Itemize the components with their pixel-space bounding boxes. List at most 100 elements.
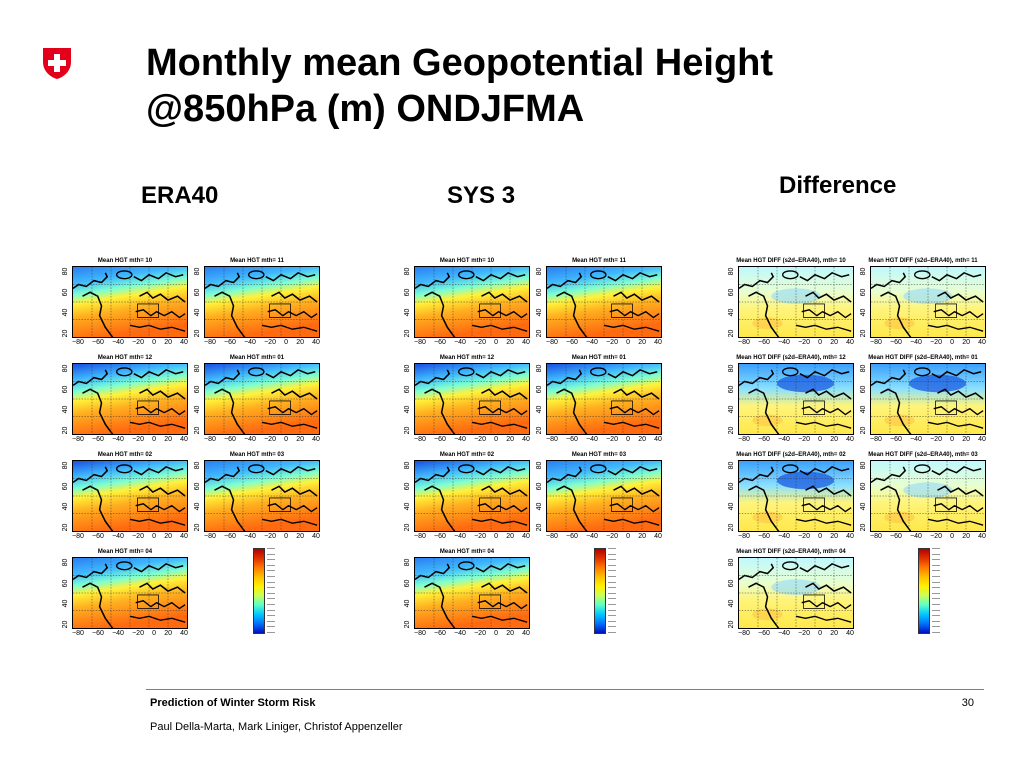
y-axis-ticks: 20 40 60 80 — [402, 557, 413, 629]
x-axis-ticks: −80 −60 −40 −20 0 20 40 — [738, 629, 854, 639]
x-tick-label: −60 — [434, 436, 446, 443]
x-tick-label: −20 — [606, 436, 618, 443]
x-tick-label: 20 — [506, 630, 514, 637]
y-tick-label: 40 — [404, 308, 411, 317]
y-axis-ticks: 20 40 60 80 — [60, 557, 71, 629]
y-tick-label: 60 — [404, 385, 411, 394]
x-tick-label: −20 — [606, 533, 618, 540]
x-axis-ticks: −80 −60 −40 −20 0 20 40 — [546, 338, 662, 348]
x-tick-label: −60 — [890, 436, 902, 443]
x-tick-label: 40 — [654, 533, 662, 540]
y-tick-label: 80 — [860, 461, 867, 470]
x-tick-label: 0 — [626, 436, 631, 443]
x-tick-label: 20 — [296, 533, 304, 540]
map-plot — [414, 266, 530, 338]
x-tick-label: −40 — [778, 339, 790, 346]
map-plot — [738, 266, 854, 338]
x-tick-label: 20 — [164, 630, 172, 637]
x-tick-label: 40 — [522, 630, 530, 637]
map-panel-title: Mean HGT mth= 11 — [230, 258, 284, 264]
y-tick-label: 20 — [728, 426, 735, 435]
x-tick-label: 0 — [494, 630, 499, 637]
x-tick-label: −80 — [738, 436, 750, 443]
y-axis-ticks: 20 40 60 80 — [60, 266, 71, 338]
y-axis-ticks: 20 40 60 80 — [192, 266, 203, 338]
x-tick-label: 20 — [164, 436, 172, 443]
map-plot — [738, 460, 854, 532]
y-axis-ticks: 20 40 60 80 — [60, 460, 71, 532]
y-tick-label: 80 — [404, 364, 411, 373]
column-label-sys3: SYS 3 — [447, 182, 516, 209]
x-tick-label: 0 — [950, 436, 955, 443]
y-axis-ticks: 20 40 60 80 — [858, 266, 869, 338]
map-panel-title: Mean HGT mth= 01 — [229, 355, 285, 361]
x-tick-label: 0 — [284, 339, 289, 346]
x-tick-label: −40 — [112, 436, 124, 443]
x-tick-label: 0 — [152, 533, 157, 540]
x-tick-label: −80 — [414, 436, 426, 443]
map-plot — [72, 266, 188, 338]
y-tick-label: 80 — [62, 364, 69, 373]
x-tick-label: −40 — [586, 436, 598, 443]
y-axis-ticks: 20 40 60 80 — [534, 460, 545, 532]
x-tick-label: 0 — [950, 339, 955, 346]
map-panel-title: Mean HGT mth= 10 — [97, 258, 153, 264]
x-tick-label: 0 — [152, 630, 157, 637]
map-panel-title: Mean HGT mth= 02 — [97, 452, 153, 458]
x-tick-label: −20 — [474, 533, 486, 540]
page-number: 30 — [961, 697, 974, 709]
x-tick-label: −20 — [930, 436, 942, 443]
x-tick-label: 40 — [978, 436, 986, 443]
x-tick-label: 20 — [962, 533, 970, 540]
x-tick-label: 40 — [312, 533, 320, 540]
x-tick-label: 20 — [506, 533, 514, 540]
colorbar-sys3 — [594, 548, 624, 634]
y-tick-label: 60 — [860, 482, 867, 491]
y-tick-label: 20 — [404, 523, 411, 532]
slide-title: Monthly mean Geopotential Height @850hPa… — [146, 40, 946, 132]
y-tick-label: 40 — [62, 405, 69, 414]
y-tick-label: 80 — [62, 558, 69, 567]
x-tick-label: 0 — [626, 533, 631, 540]
y-tick-label: 80 — [404, 461, 411, 470]
x-tick-label: −60 — [224, 436, 236, 443]
x-tick-label: 0 — [494, 533, 499, 540]
y-tick-label: 60 — [728, 385, 735, 394]
map-plot — [546, 363, 662, 435]
x-tick-label: 20 — [164, 533, 172, 540]
x-tick-label: 0 — [950, 533, 955, 540]
x-tick-label: 20 — [830, 339, 838, 346]
slide-title-line2: @850hPa (m) ONDJFMA — [146, 88, 585, 130]
x-tick-label: 40 — [312, 436, 320, 443]
map-panel-title: Mean HGT DIFF (s2d–ERA40), mth= 11 — [868, 258, 978, 264]
map-panel-era40-01: Mean HGT mth= 01 20 40 60 80 −80 −60 −40 −20 0 20 4… — [192, 355, 322, 445]
map-panel-sys3-11: Mean HGT mth= 11 20 40 60 80 −80 −60 −40 −20 0 20 4… — [534, 258, 664, 348]
x-tick-label: 40 — [846, 436, 854, 443]
x-axis-ticks: −80 −60 −40 −20 0 20 40 — [738, 435, 854, 445]
footer-title: Prediction of Winter Storm Risk — [150, 697, 316, 709]
map-panel-title: Mean HGT mth= 11 — [572, 258, 626, 264]
x-tick-label: −80 — [738, 339, 750, 346]
x-axis-ticks: −80 −60 −40 −20 0 20 40 — [738, 532, 854, 542]
x-tick-label: −60 — [566, 339, 578, 346]
x-tick-label: 0 — [818, 339, 823, 346]
x-tick-label: −80 — [72, 436, 84, 443]
x-tick-label: −60 — [92, 436, 104, 443]
x-tick-label: −20 — [264, 436, 276, 443]
x-tick-label: −80 — [204, 436, 216, 443]
x-tick-label: −60 — [92, 630, 104, 637]
map-panel-title: Mean HGT mth= 03 — [571, 452, 627, 458]
x-tick-label: −40 — [244, 533, 256, 540]
x-axis-ticks: −80 −60 −40 −20 0 20 40 — [414, 532, 530, 542]
x-tick-label: 0 — [284, 533, 289, 540]
x-tick-label: −60 — [758, 436, 770, 443]
y-tick-label: 20 — [62, 620, 69, 629]
x-tick-label: −80 — [204, 533, 216, 540]
y-tick-label: 60 — [728, 482, 735, 491]
x-axis-ticks: −80 −60 −40 −20 0 20 40 — [204, 532, 320, 542]
map-panel-era40-02: Mean HGT mth= 02 20 40 60 80 −80 −60 −40 −20 0 20 4… — [60, 452, 190, 542]
colorbar-tick-marks — [932, 548, 946, 634]
map-panel-title: Mean HGT DIFF (s2d–ERA40), mth= 01 — [868, 355, 978, 361]
x-tick-label: 0 — [818, 533, 823, 540]
x-tick-label: −80 — [546, 339, 558, 346]
